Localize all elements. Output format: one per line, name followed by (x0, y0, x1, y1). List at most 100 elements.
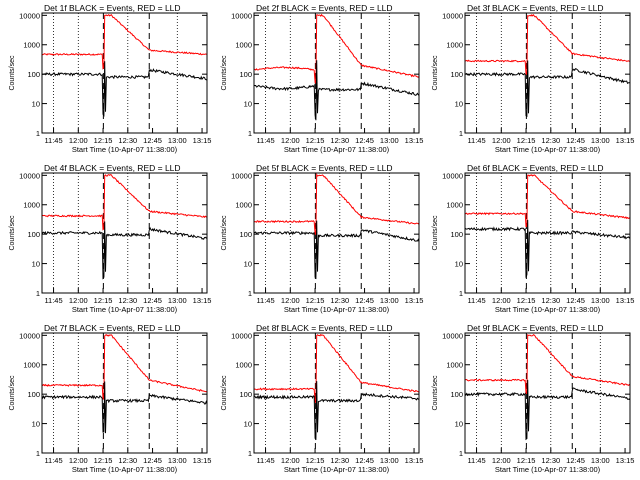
x-tick-label: 13:15 (405, 136, 424, 145)
x-tick-label: 13:00 (380, 456, 399, 465)
y-axis-label: Counts/sec (221, 55, 228, 91)
panel-title: Det 3f BLACK = Events, RED = LLD (467, 3, 604, 13)
x-tick-label: 13:00 (591, 456, 610, 465)
y-tick-label: 100 (450, 70, 463, 79)
x-tick-label: 12:30 (541, 296, 560, 305)
x-tick-label: 12:15 (94, 456, 113, 465)
y-tick-label: 1 (459, 449, 463, 458)
y-axis-label: Counts/sec (432, 55, 439, 91)
y-tick-label: 100 (239, 390, 252, 399)
y-tick-label: 10 (32, 100, 40, 109)
x-tick-label: 12:45 (143, 136, 162, 145)
y-tick-label: 10 (244, 260, 252, 269)
x-tick-label: 13:15 (616, 136, 635, 145)
series-line-events (253, 381, 420, 441)
y-axis-label: Counts/sec (221, 215, 228, 251)
x-axis-label: Start Time (10-Apr-07 11:38:00) (72, 145, 178, 154)
y-tick-label: 10000 (231, 331, 252, 340)
x-tick-label: 12:00 (492, 456, 511, 465)
x-tick-label: 12:00 (69, 456, 88, 465)
y-axis-label: Counts/sec (9, 375, 16, 411)
y-tick-label: 1 (36, 289, 40, 298)
x-tick-label: 11:45 (256, 136, 274, 145)
y-tick-label: 1000 (235, 41, 252, 50)
y-tick-label: 1000 (23, 41, 40, 50)
y-tick-label: 1000 (23, 201, 40, 210)
x-tick-label: 12:30 (118, 136, 137, 145)
x-tick-label: 13:00 (168, 136, 187, 145)
series-line-lld (41, 334, 208, 400)
chart-panel-det8: Det 8f BLACK = Events, RED = LLD 1 10 100 10… (221, 323, 423, 474)
y-tick-label: 10 (455, 100, 463, 109)
x-tick-label: 12:15 (517, 296, 536, 305)
x-axis-label: Start Time (10-Apr-07 11:38:00) (495, 305, 601, 314)
x-axis-label: Start Time (10-Apr-07 11:38:00) (72, 465, 178, 474)
plot-frame (41, 12, 208, 134)
y-tick-label: 10000 (442, 331, 463, 340)
x-tick-label: 13:00 (380, 136, 399, 145)
y-tick-label: 10000 (442, 171, 463, 180)
series-line-events (464, 379, 631, 441)
panel-title: Det 4f BLACK = Events, RED = LLD (44, 163, 181, 173)
x-tick-label: 12:15 (306, 296, 325, 305)
x-tick-label: 11:45 (467, 136, 485, 145)
series-line-events (41, 61, 208, 117)
x-tick-label: 13:00 (380, 296, 399, 305)
x-tick-label: 13:00 (168, 296, 187, 305)
x-axis-label: Start Time (10-Apr-07 11:38:00) (495, 465, 601, 474)
y-tick-label: 10000 (442, 11, 463, 20)
y-tick-label: 100 (27, 70, 40, 79)
x-tick-label: 12:30 (541, 456, 560, 465)
series-line-lld (253, 13, 420, 85)
y-tick-label: 1 (248, 289, 252, 298)
chart-panel-det4: Det 4f BLACK = Events, RED = LLD 1 10 100 10… (9, 163, 211, 314)
y-tick-label: 1000 (446, 41, 463, 50)
series-line-lld (41, 174, 208, 231)
series-line-events (41, 381, 208, 434)
x-tick-label: 12:00 (281, 456, 300, 465)
x-tick-label: 13:00 (591, 136, 610, 145)
x-tick-label: 12:45 (355, 456, 374, 465)
x-tick-label: 12:15 (94, 136, 113, 145)
y-tick-label: 10000 (19, 171, 40, 180)
y-tick-label: 1000 (446, 361, 463, 370)
x-tick-label: 11:45 (44, 136, 62, 145)
y-tick-label: 1000 (446, 201, 463, 210)
y-tick-label: 10 (455, 420, 463, 429)
x-tick-label: 12:00 (281, 136, 300, 145)
x-tick-label: 13:00 (591, 296, 610, 305)
x-tick-label: 11:45 (256, 456, 274, 465)
y-tick-label: 1 (248, 449, 252, 458)
series-line-events (464, 219, 631, 278)
y-tick-label: 100 (27, 390, 40, 399)
x-tick-label: 12:15 (517, 456, 536, 465)
series-line-events (41, 221, 208, 280)
x-tick-label: 13:15 (193, 456, 212, 465)
x-tick-label: 12:45 (355, 136, 374, 145)
y-tick-label: 1 (248, 129, 252, 138)
x-tick-label: 12:45 (566, 296, 585, 305)
panel-title: Det 2f BLACK = Events, RED = LLD (256, 3, 393, 13)
plot-frame (464, 332, 631, 454)
plot-frame (253, 172, 420, 294)
series-line-events (254, 60, 420, 121)
chart-panel-det5: Det 5f BLACK = Events, RED = LLD 1 10 100 10… (221, 163, 423, 314)
x-tick-label: 12:45 (355, 296, 374, 305)
y-tick-label: 100 (450, 390, 463, 399)
x-tick-label: 12:30 (118, 456, 137, 465)
series-line-lld (41, 13, 208, 70)
x-axis-label: Start Time (10-Apr-07 11:38:00) (495, 145, 601, 154)
x-axis-label: Start Time (10-Apr-07 11:38:00) (284, 305, 390, 314)
x-tick-label: 12:15 (94, 296, 113, 305)
plot-frame (464, 172, 631, 294)
y-axis-label: Counts/sec (221, 375, 228, 411)
y-tick-label: 100 (450, 230, 463, 239)
chart-panel-det2: Det 2f BLACK = Events, RED = LLD 1 10 100 10… (221, 3, 423, 154)
panel-title: Det 5f BLACK = Events, RED = LLD (256, 163, 393, 173)
chart-panel-det1: Det 1f BLACK = Events, RED = LLD 1 10 100 10… (9, 3, 211, 154)
y-axis-label: Counts/sec (9, 215, 16, 251)
x-tick-label: 11:45 (44, 456, 62, 465)
series-line-lld (464, 334, 631, 395)
y-tick-label: 1000 (235, 361, 252, 370)
